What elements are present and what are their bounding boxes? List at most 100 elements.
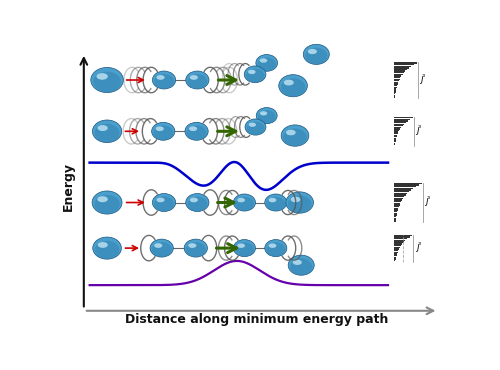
Bar — [394, 78, 400, 80]
Ellipse shape — [266, 242, 285, 256]
Bar — [394, 203, 400, 204]
Ellipse shape — [308, 49, 317, 54]
Bar — [394, 125, 402, 127]
Bar — [394, 236, 409, 238]
Bar — [394, 142, 396, 144]
Ellipse shape — [235, 242, 254, 256]
Ellipse shape — [260, 58, 268, 63]
Ellipse shape — [290, 259, 312, 275]
Bar — [394, 240, 406, 241]
Bar — [394, 209, 398, 211]
Ellipse shape — [94, 124, 120, 142]
Ellipse shape — [258, 110, 276, 123]
Ellipse shape — [238, 243, 245, 248]
Ellipse shape — [156, 198, 164, 202]
Ellipse shape — [234, 240, 256, 257]
Bar — [394, 238, 407, 239]
Bar — [394, 130, 399, 131]
Ellipse shape — [190, 198, 198, 202]
Bar — [394, 193, 407, 194]
Bar — [394, 96, 395, 98]
Bar — [394, 93, 396, 94]
Ellipse shape — [186, 71, 209, 89]
Ellipse shape — [304, 44, 330, 64]
Ellipse shape — [154, 74, 174, 88]
Bar — [394, 72, 404, 73]
Ellipse shape — [96, 73, 108, 80]
Bar — [394, 204, 400, 206]
Ellipse shape — [286, 130, 296, 135]
Bar — [394, 69, 407, 70]
Bar — [394, 122, 406, 123]
Bar — [394, 67, 409, 68]
Ellipse shape — [286, 192, 314, 213]
Bar — [394, 80, 399, 81]
Ellipse shape — [154, 196, 174, 211]
Ellipse shape — [245, 119, 266, 135]
Bar — [394, 260, 396, 262]
Ellipse shape — [154, 125, 173, 140]
Bar — [394, 131, 398, 133]
Bar — [394, 214, 396, 216]
Bar — [394, 85, 397, 86]
Ellipse shape — [152, 71, 176, 89]
Ellipse shape — [98, 196, 108, 202]
Bar — [394, 201, 402, 202]
Bar — [394, 90, 396, 91]
Ellipse shape — [186, 125, 206, 140]
Text: Energy: Energy — [62, 162, 75, 211]
Ellipse shape — [152, 194, 176, 212]
Bar — [394, 245, 401, 246]
Ellipse shape — [238, 198, 245, 202]
Ellipse shape — [244, 66, 266, 83]
Ellipse shape — [93, 72, 121, 92]
Ellipse shape — [281, 125, 309, 146]
Ellipse shape — [256, 54, 278, 71]
Bar — [394, 65, 411, 67]
Ellipse shape — [188, 74, 207, 88]
Ellipse shape — [248, 122, 256, 127]
Bar — [394, 255, 396, 256]
Bar — [394, 243, 402, 245]
Ellipse shape — [246, 122, 264, 135]
Ellipse shape — [189, 127, 197, 131]
Ellipse shape — [305, 48, 328, 64]
Ellipse shape — [281, 78, 305, 96]
Bar — [394, 208, 398, 209]
Text: j': j' — [425, 196, 430, 206]
Bar — [394, 124, 404, 125]
Ellipse shape — [246, 69, 264, 82]
Bar — [394, 189, 411, 191]
Bar — [394, 242, 404, 243]
Bar — [394, 183, 421, 184]
Ellipse shape — [152, 122, 175, 140]
Bar — [394, 128, 400, 130]
Ellipse shape — [268, 243, 276, 248]
Bar — [394, 139, 396, 141]
Ellipse shape — [288, 195, 312, 213]
Bar — [394, 77, 400, 78]
Bar — [394, 138, 396, 139]
Bar — [394, 87, 396, 88]
Bar — [394, 82, 398, 83]
Bar — [394, 75, 402, 77]
Ellipse shape — [292, 260, 302, 265]
Bar — [394, 64, 414, 65]
Bar — [394, 119, 410, 120]
Bar — [394, 186, 416, 188]
Bar — [394, 198, 404, 199]
Text: Distance along minimum energy path: Distance along minimum energy path — [124, 313, 388, 326]
Bar — [394, 117, 413, 118]
Ellipse shape — [150, 239, 174, 257]
Ellipse shape — [154, 243, 162, 248]
Ellipse shape — [190, 75, 198, 80]
Bar — [394, 250, 398, 251]
Bar — [394, 133, 398, 134]
Ellipse shape — [234, 194, 256, 211]
Ellipse shape — [186, 194, 209, 212]
Bar — [394, 252, 398, 253]
Ellipse shape — [91, 67, 124, 92]
Text: j': j' — [416, 242, 422, 252]
Ellipse shape — [283, 128, 307, 146]
Bar — [394, 216, 396, 217]
